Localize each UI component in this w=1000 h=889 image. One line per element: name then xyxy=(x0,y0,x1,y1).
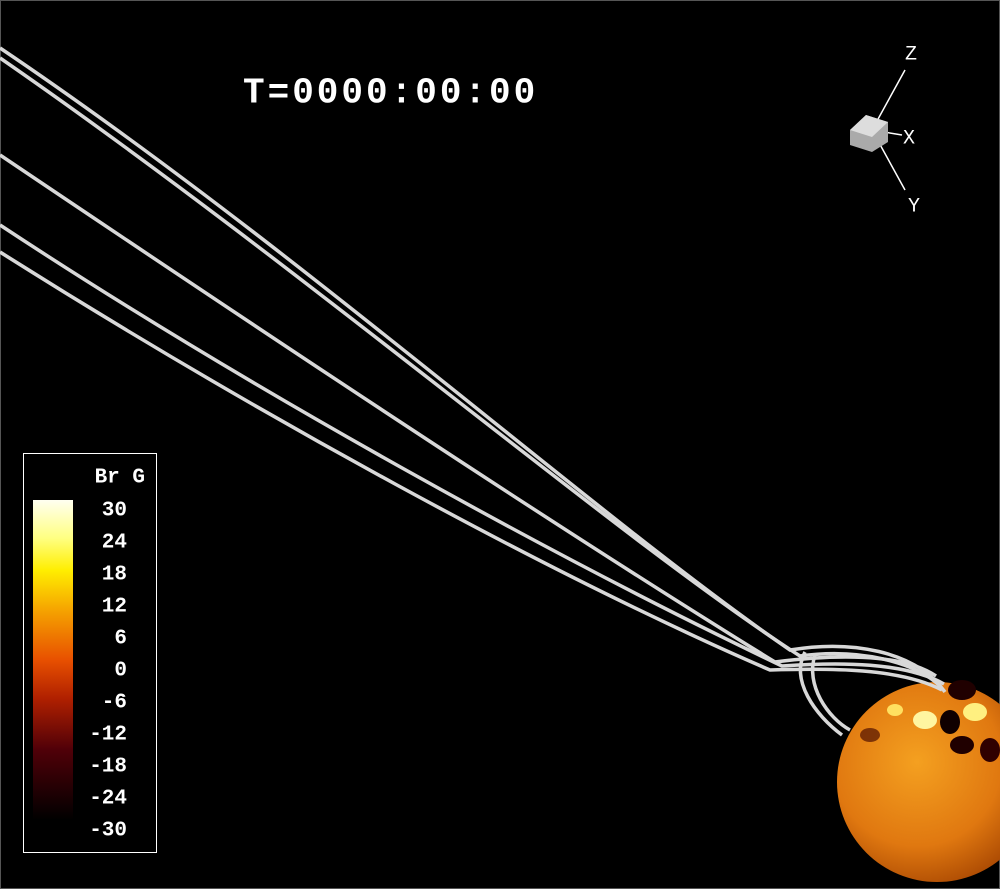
axis-label: X xyxy=(903,127,915,150)
time-label: T=0000:00:00 xyxy=(243,73,538,114)
colorbar-tick-label: -6 xyxy=(102,692,127,715)
colorbar: Br G 30 24 18 12 6 0 -6 -12 -18 -24 -30 xyxy=(23,453,157,853)
axis-label: Y xyxy=(908,195,920,218)
colorbar-tick-label: -18 xyxy=(89,756,127,779)
spot xyxy=(913,711,937,729)
colorbar-tick-label: -30 xyxy=(89,820,127,843)
field-line xyxy=(0,250,943,692)
colorbar-tick-label: 24 xyxy=(102,532,127,555)
field-lines xyxy=(0,46,947,737)
colorbar-tick-label: -24 xyxy=(89,788,127,811)
colorbar-gradient xyxy=(33,500,73,820)
spot xyxy=(887,704,903,716)
cube-top xyxy=(850,115,888,137)
spot xyxy=(963,703,987,721)
spot xyxy=(860,728,880,742)
sun xyxy=(837,680,1000,882)
axes-triad: Z X Y xyxy=(850,43,920,218)
field-line xyxy=(0,153,937,678)
colorbar-tick-label: 18 xyxy=(102,564,127,587)
colorbar-tick-label: 6 xyxy=(114,628,127,651)
field-line xyxy=(0,46,947,694)
field-line xyxy=(798,651,844,737)
field-line xyxy=(810,654,851,732)
spot xyxy=(980,738,1000,762)
colorbar-tick-label: 12 xyxy=(102,596,127,619)
colorbar-tick-label: 0 xyxy=(114,660,127,683)
colorbar-tick-label: 30 xyxy=(102,500,127,523)
axis-label: Z xyxy=(905,43,917,66)
spot xyxy=(948,680,976,700)
spot xyxy=(950,736,974,754)
spot xyxy=(940,710,960,734)
field-line xyxy=(0,223,945,686)
colorbar-tick-label: -12 xyxy=(89,724,127,747)
colorbar-title: Br G xyxy=(95,467,145,490)
